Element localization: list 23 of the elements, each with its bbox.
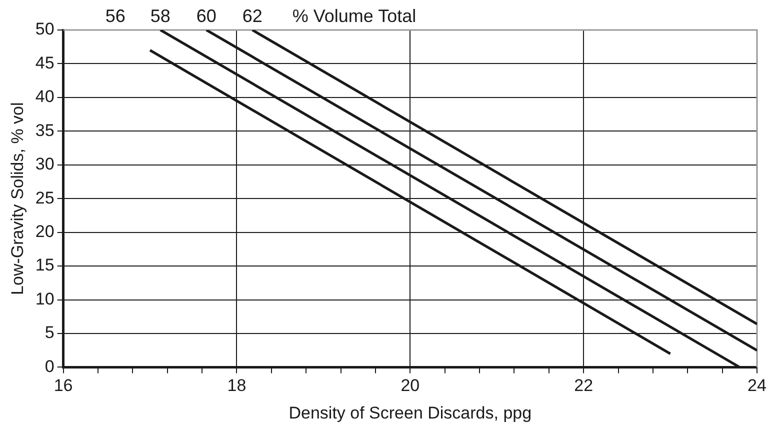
series-label: 56 (105, 6, 126, 26)
text: % Volume Total (292, 6, 416, 26)
series-label: 62 (242, 6, 262, 26)
y-tick-label: 25 (35, 188, 54, 208)
y-tick-label: 35 (35, 120, 54, 140)
y-tick-label: 10 (35, 289, 54, 308)
x-tick-label: 16 (54, 376, 73, 396)
y-tick-label: 40 (35, 87, 54, 106)
y-axis-title: Low-Gravity Solids, % vol (8, 102, 27, 295)
series-label: 58 (150, 6, 170, 26)
y-tick-label: 50 (35, 20, 54, 39)
x-tick-label: 24 (748, 376, 766, 396)
y-tick-label: 15 (35, 256, 54, 275)
y-tick-label: 20 (35, 222, 54, 242)
y-tick-label: 0 (44, 356, 54, 376)
y-tick-label: 30 (35, 154, 54, 174)
y-tick-label: 5 (44, 323, 54, 342)
x-tick-label: 20 (400, 376, 420, 396)
x-tick-label: 18 (227, 376, 246, 396)
x-axis-title: Density of Screen Discards, ppg (288, 403, 532, 422)
y-tick-label: 45 (35, 53, 54, 72)
x-tick-label: 22 (574, 376, 594, 396)
series-label: 60 (196, 6, 216, 26)
